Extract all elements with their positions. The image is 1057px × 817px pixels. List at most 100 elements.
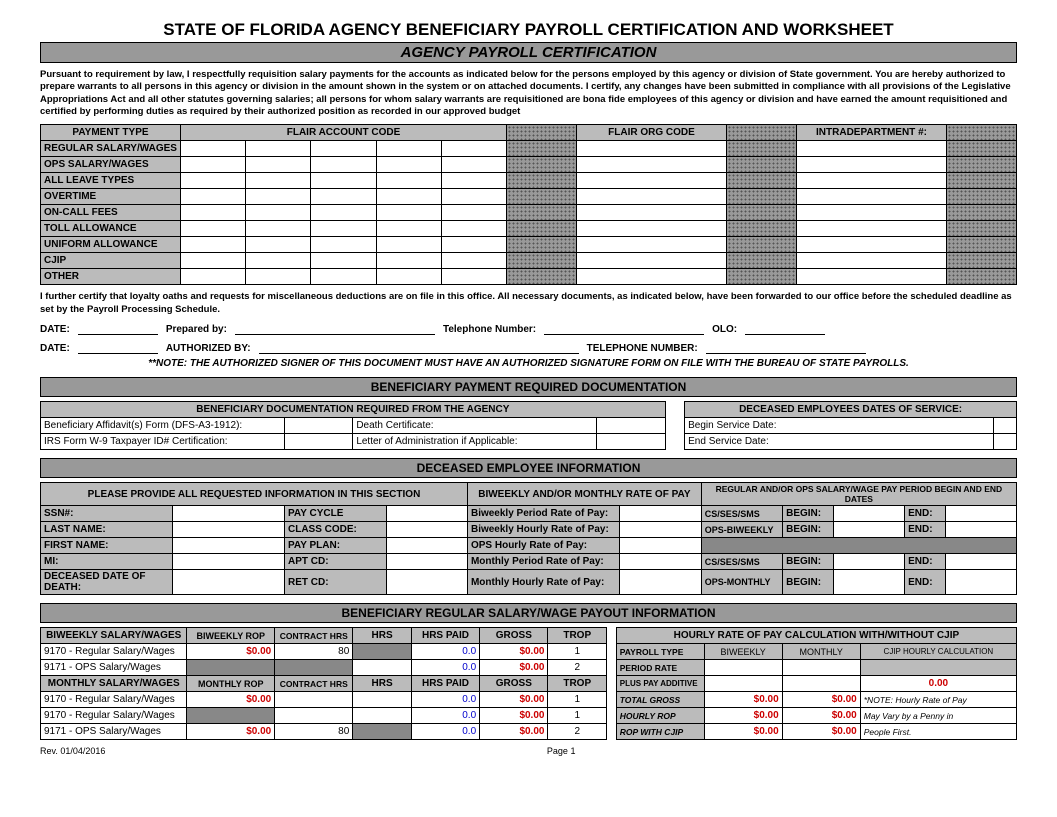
signer-note: **NOTE: THE AUTHORIZED SIGNER OF THIS DO… xyxy=(40,358,1017,369)
val: $0.00 xyxy=(704,708,782,724)
h-trop: TROP xyxy=(548,676,607,692)
note-1: *NOTE: Hourly Rate of Pay xyxy=(860,692,1016,708)
col-flair-account: FLAIR ACCOUNT CODE xyxy=(181,125,507,141)
row-lbl: ON-CALL FEES xyxy=(41,205,181,221)
row-lbl: TOLL ALLOWANCE xyxy=(41,221,181,237)
dec-hdr-a: PLEASE PROVIDE ALL REQUESTED INFORMATION… xyxy=(41,483,468,506)
c-plus-additive: PLUS PAY ADDITIVE xyxy=(616,676,704,692)
h-trop: TROP xyxy=(548,628,607,644)
val-gross: $0.00 xyxy=(480,724,548,740)
c-payroll-type: PAYROLL TYPE xyxy=(616,644,704,660)
payout-table: BIWEEKLY SALARY/WAGES BIWEEKLY ROP CONTR… xyxy=(40,627,1017,740)
note-2: May Vary by a Penny in xyxy=(860,708,1016,724)
begin-label: BEGIN: xyxy=(783,522,834,538)
telephone-label: Telephone Number: xyxy=(443,324,536,335)
val-hp: 0.0 xyxy=(411,708,479,724)
prepared-by-label: Prepared by: xyxy=(166,324,227,335)
val-hp: 0.0 xyxy=(411,660,479,676)
row-lbl: CJIP xyxy=(41,253,181,269)
sep-col xyxy=(507,125,577,141)
end-label: END: xyxy=(905,506,946,522)
doc-affidavit: Beneficiary Affidavit(s) Form (DFS-A3-19… xyxy=(41,418,285,434)
authorized-by-label: AUTHORIZED BY: xyxy=(166,343,251,354)
section-doc: BENEFICIARY PAYMENT REQUIRED DOCUMENTATI… xyxy=(40,377,1017,397)
val-trop: 2 xyxy=(548,724,607,740)
col-intradept: INTRADEPARTMENT #: xyxy=(797,125,947,141)
footer: Rev. 01/04/2016 Page 1 xyxy=(40,746,1017,756)
begin-label: BEGIN: xyxy=(783,570,834,595)
col-flair-org: FLAIR ORG CODE xyxy=(577,125,727,141)
row-lbl: ALL LEAVE TYPES xyxy=(41,173,181,189)
col-payment-type: PAYMENT TYPE xyxy=(41,125,181,141)
biweekly-hourly: Biweekly Hourly Rate of Pay: xyxy=(467,522,619,538)
val-trop: 1 xyxy=(548,708,607,724)
c-biweekly: BIWEEKLY xyxy=(704,644,782,660)
val-hp: 0.0 xyxy=(411,692,479,708)
end-label: END: xyxy=(905,570,946,595)
row-9170: 9170 - Regular Salary/Wages xyxy=(41,708,187,724)
row-9170: 9170 - Regular Salary/Wages xyxy=(41,692,187,708)
val: $0.00 xyxy=(704,692,782,708)
val: $0.00 xyxy=(782,708,860,724)
telephone-label: TELEPHONE NUMBER: xyxy=(587,343,698,354)
row-lbl: OPS SALARY/WAGES xyxy=(41,157,181,173)
val-trop: 1 xyxy=(548,692,607,708)
h-gross: GROSS xyxy=(480,676,548,692)
ops-monthly: OPS-MONTHLY xyxy=(701,570,782,595)
val-hp: 0.0 xyxy=(411,724,479,740)
cs-ses-sms: CS/SES/SMS xyxy=(701,506,782,522)
monthly-period: Monthly Period Rate of Pay: xyxy=(467,554,619,570)
doc-hdr-service: DECEASED EMPLOYEES DATES OF SERVICE: xyxy=(685,402,1017,418)
cert-text-2: I further certify that loyalty oaths and… xyxy=(40,291,1017,316)
val: $0.00 xyxy=(782,724,860,740)
row-9171: 9171 - OPS Salary/Wages xyxy=(41,724,187,740)
val-ch: 80 xyxy=(275,724,353,740)
section-payout: BENEFICIARY REGULAR SALARY/WAGE PAYOUT I… xyxy=(40,603,1017,623)
h-hrs-paid: HRS PAID xyxy=(411,628,479,644)
note-3: People First. xyxy=(860,724,1016,740)
row-9171: 9171 - OPS Salary/Wages xyxy=(41,660,187,676)
rev-date: Rev. 01/04/2016 xyxy=(40,746,105,756)
doc-table: BENEFICIARY DOCUMENTATION REQUIRED FROM … xyxy=(40,401,1017,450)
section-deceased: DECEASED EMPLOYEE INFORMATION xyxy=(40,458,1017,478)
lastname-label: LAST NAME: xyxy=(41,522,173,538)
page-num: Page 1 xyxy=(547,746,576,756)
c-monthly: MONTHLY xyxy=(782,644,860,660)
doc-w9: IRS Form W-9 Taxpayer ID# Certification: xyxy=(41,434,285,450)
classcode-label: CLASS CODE: xyxy=(284,522,386,538)
death-date-label: DECEASED DATE OF DEATH: xyxy=(41,570,173,595)
c-rop-cjip: ROP WITH CJIP xyxy=(616,724,704,740)
val-trop: 2 xyxy=(548,660,607,676)
val-rop: $0.00 xyxy=(187,644,275,660)
h-biweekly-rop: BIWEEKLY ROP xyxy=(187,628,275,644)
ops-hourly: OPS Hourly Rate of Pay: xyxy=(467,538,619,554)
retcd-label: RET CD: xyxy=(284,570,386,595)
h-hourly-calc: HOURLY RATE OF PAY CALCULATION WITH/WITH… xyxy=(616,628,1016,644)
paycycle-label: PAY CYCLE xyxy=(284,506,386,522)
ssn-label: SSN#: xyxy=(41,506,173,522)
h-monthly-rop: MONTHLY ROP xyxy=(187,676,275,692)
h-monthly: MONTHLY SALARY/WAGES xyxy=(41,676,187,692)
mi-label: MI: xyxy=(41,554,173,570)
h-hrs: HRS xyxy=(353,676,412,692)
row-lbl: UNIFORM ALLOWANCE xyxy=(41,237,181,253)
doc-death-cert: Death Certificate: xyxy=(353,418,597,434)
val-rop: $0.00 xyxy=(187,692,275,708)
c-total-gross: TOTAL GROSS xyxy=(616,692,704,708)
dec-hdr-c: REGULAR AND/OR OPS SALARY/WAGE PAY PERIO… xyxy=(701,483,1016,506)
val-gross: $0.00 xyxy=(480,660,548,676)
h-hrs-paid: HRS PAID xyxy=(411,676,479,692)
val: $0.00 xyxy=(704,724,782,740)
c-cjip: CJIP HOURLY CALCULATION xyxy=(860,644,1016,660)
page-title: STATE OF FLORIDA AGENCY BENEFICIARY PAYR… xyxy=(40,20,1017,40)
sig-row-1: DATE: Prepared by: Telephone Number: OLO… xyxy=(40,324,1017,335)
ops-biweekly: OPS-BIWEEKLY xyxy=(701,522,782,538)
h-gross: GROSS xyxy=(480,628,548,644)
val-gross: $0.00 xyxy=(480,708,548,724)
doc-admin: Letter of Administration if Applicable: xyxy=(353,434,597,450)
cert-text-1: Pursuant to requirement by law, I respec… xyxy=(40,69,1017,118)
cs-ses-sms: CS/SES/SMS xyxy=(701,554,782,570)
doc-hdr-agency: BENEFICIARY DOCUMENTATION REQUIRED FROM … xyxy=(41,402,666,418)
val-ch: 80 xyxy=(275,644,353,660)
val-hp: 0.0 xyxy=(411,644,479,660)
